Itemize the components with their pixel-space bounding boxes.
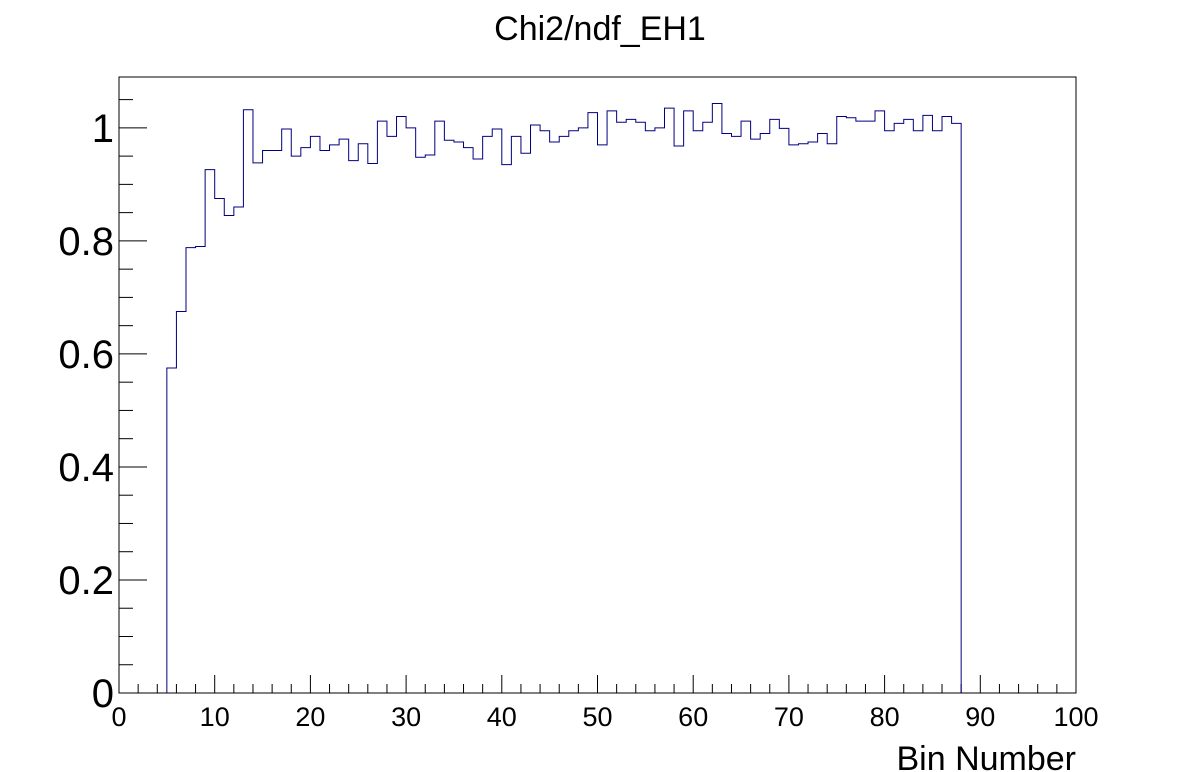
- x-axis-ticks: [118, 675, 1077, 693]
- x-tick-label: 10: [200, 702, 230, 732]
- y-tick-label: 0.2: [58, 559, 114, 603]
- x-tick-label: 0: [111, 702, 126, 732]
- y-tick-label: 0.6: [58, 333, 114, 377]
- x-tick-label: 40: [487, 702, 517, 732]
- plot-frame: [118, 76, 1077, 694]
- y-tick-label: 0.4: [58, 446, 114, 490]
- x-tick-label: 70: [774, 702, 804, 732]
- x-tick-label: 60: [678, 702, 708, 732]
- x-axis-label: Bin Number: [896, 740, 1076, 772]
- x-tick-label: 50: [582, 702, 612, 732]
- x-axis-tick-labels: 0 10 20 30 40 50 60 70 80 90 100: [111, 702, 1098, 732]
- y-axis-tick-labels: 0 0.2 0.4 0.6 0.8 1: [58, 107, 114, 716]
- y-tick-label: 0.8: [58, 220, 114, 264]
- x-tick-label: 80: [870, 702, 900, 732]
- x-tick-label: 100: [1053, 702, 1098, 732]
- histogram-series-line: [166, 103, 962, 693]
- y-tick-label: 1: [92, 107, 114, 151]
- y-tick-label: 0: [92, 672, 114, 716]
- x-tick-label: 30: [391, 702, 421, 732]
- x-tick-label: 20: [295, 702, 325, 732]
- chart-title: Chi2/ndf_EH1: [494, 10, 706, 48]
- x-tick-label: 90: [965, 702, 995, 732]
- y-axis-ticks: [119, 99, 147, 694]
